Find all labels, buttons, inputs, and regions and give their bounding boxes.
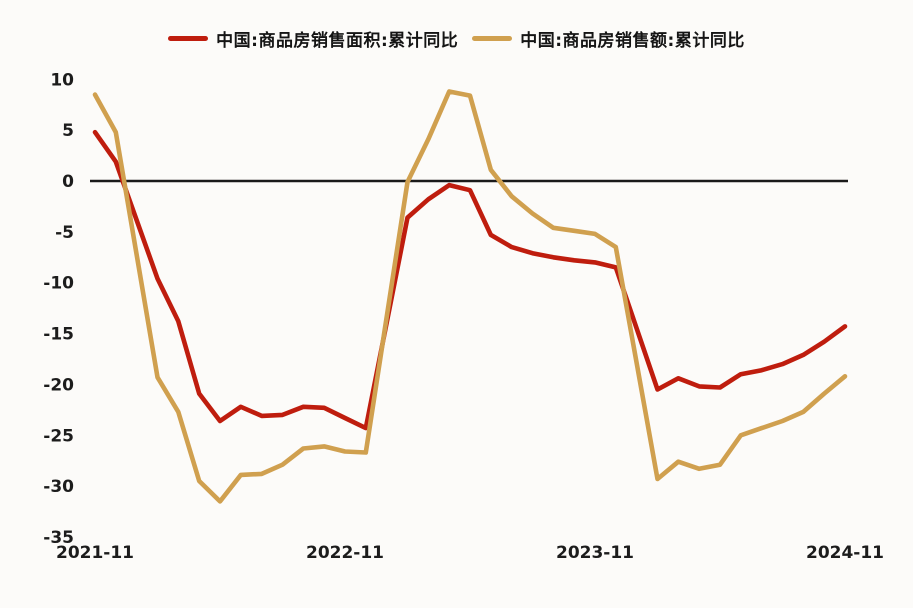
legend-line-swatch-red [168, 36, 209, 41]
series-line-sales-area [92, 129, 848, 431]
x-tick-label: 2022-11 [306, 543, 384, 563]
x-tick-label: 2024-11 [806, 543, 884, 563]
legend-label-sales-value: 中国:商品房销售额:累计同比 [520, 31, 745, 51]
y-tick-label: 10 [50, 70, 74, 90]
y-tick-label: -35 [43, 528, 74, 548]
y-tick-label: -5 [55, 223, 74, 243]
y-tick-label: 5 [62, 121, 74, 141]
y-tick-label: -25 [43, 426, 74, 446]
legend-line-swatch-gold [472, 36, 513, 41]
chart-legend: 中国:商品房销售面积:累计同比 中国:商品房销售额:累计同比 [0, 26, 913, 51]
y-tick-label: -20 [43, 375, 74, 395]
y-tick-label: 0 [62, 172, 74, 192]
x-tick-label: 2023-11 [556, 543, 634, 563]
legend-item-sales-value: 中国:商品房销售额:累计同比 [472, 26, 745, 51]
x-tick-label: 2021-11 [56, 543, 134, 563]
y-tick-label: -10 [43, 274, 74, 294]
y-tick-label: -30 [43, 477, 74, 497]
y-tick-label: -15 [43, 325, 74, 345]
legend-item-sales-area: 中国:商品房销售面积:累计同比 [168, 26, 458, 51]
series-line-sales-value [92, 89, 848, 504]
legend-label-sales-area: 中国:商品房销售面积:累计同比 [216, 31, 459, 51]
